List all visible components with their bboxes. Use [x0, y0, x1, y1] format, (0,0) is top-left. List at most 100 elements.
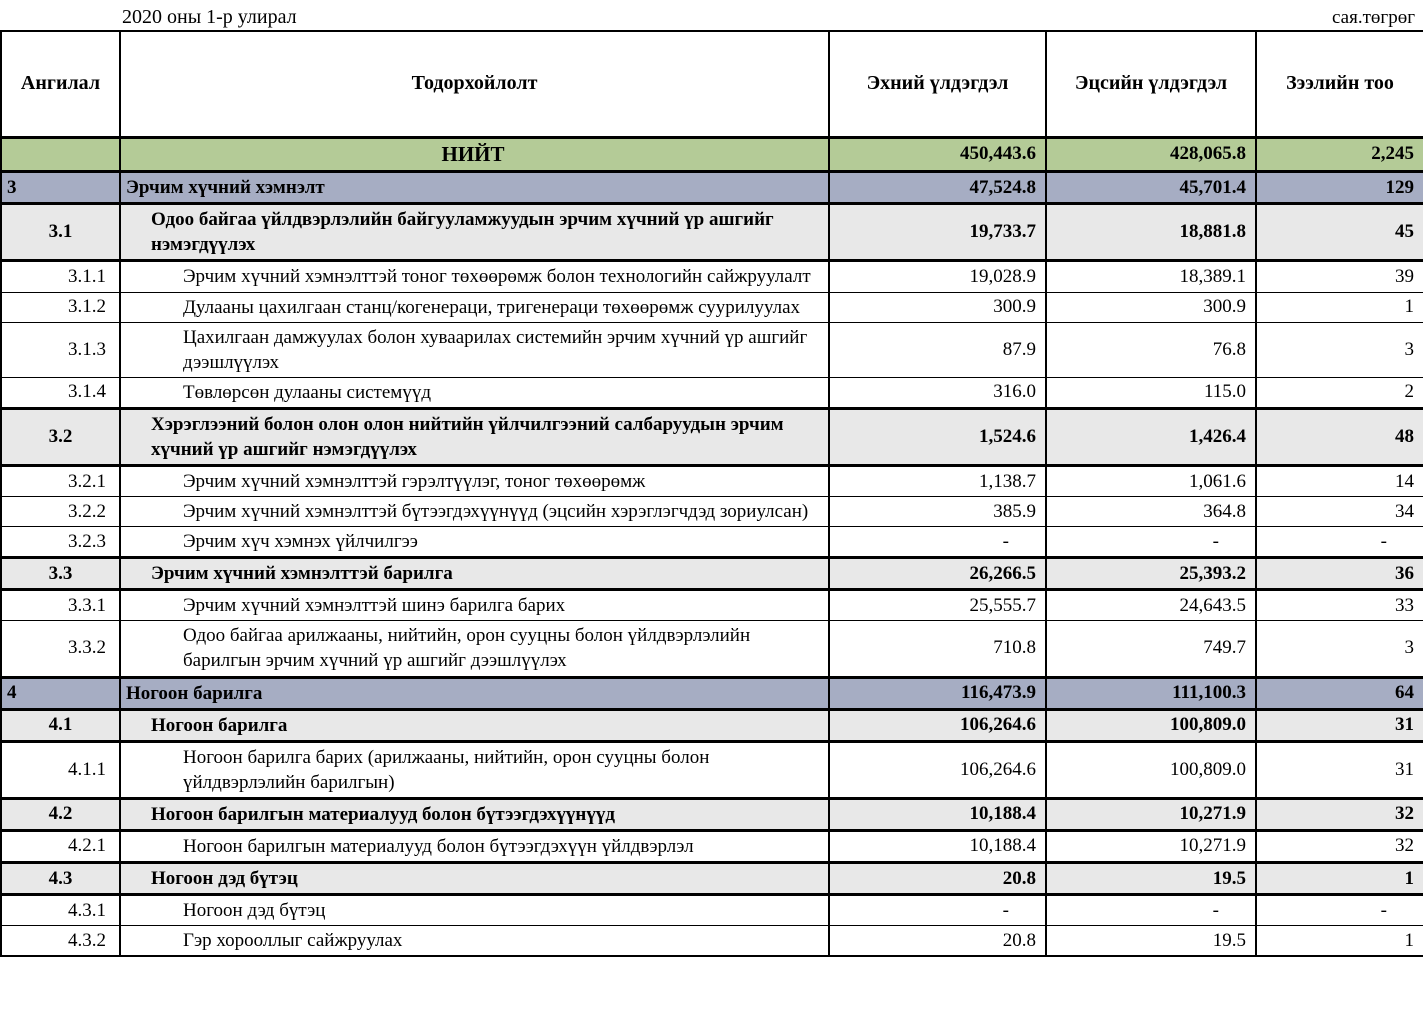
table-row: 4.2 Ногоон барилгын материалууд болон бүт…	[0, 796, 1423, 832]
loan-count-value: 14	[1255, 464, 1423, 498]
table-header: Ангилал Тодорхойлолт Эхний үлдэгдэл Эцси…	[0, 30, 1423, 138]
header-code: Ангилал	[0, 30, 121, 138]
beginning-balance-value: 106,264.6	[828, 707, 1047, 743]
row-code: 3.1.2	[0, 291, 121, 323]
header-ending-balance: Эцсийн үлдэгдэл	[1045, 30, 1257, 138]
row-description: Эрчим хүчний хэмнэлттэй тоног төхөөрөмж …	[119, 260, 830, 293]
table-row: 4.1 Ногоон барилга 106,264.6 100,809.0 31	[0, 707, 1423, 743]
table-row: 3.1.1 Эрчим хүчний хэмнэлттэй тоног төхөө…	[0, 260, 1423, 293]
row-description: Эрчим хүч хэмнэх үйлчилгээ	[119, 526, 830, 559]
beginning-balance-value: 385.9	[828, 496, 1047, 528]
row-code: 4.3.1	[0, 894, 121, 927]
loan-count-value: 32	[1255, 829, 1423, 864]
table-row: 3.2.1 Эрчим хүчний хэмнэлттэй гэрэлтүүлэг…	[0, 464, 1423, 498]
beginning-balance-value: 300.9	[828, 291, 1047, 323]
row-description: Одоо байгаа үйлдвэрлэлийн байгууламжууды…	[119, 202, 830, 263]
ending-balance-value: 10,271.9	[1045, 829, 1257, 864]
beginning-balance-value: 1,524.6	[828, 406, 1047, 468]
table-row: 3.2.3 Эрчим хүч хэмнэх үйлчилгээ - - -	[0, 526, 1423, 559]
row-code: 4.3	[0, 861, 121, 897]
ending-balance-value: -	[1045, 526, 1257, 559]
table-row: 3.1.2 Дулааны цахилгаан станц/когенераци,…	[0, 291, 1423, 323]
row-code: 3.2.3	[0, 526, 121, 559]
table-row: 4 Ногоон барилга 116,473.9 111,100.3 64	[0, 675, 1423, 711]
ending-balance-value: 111,100.3	[1045, 675, 1257, 711]
row-code: 3.3.2	[0, 620, 121, 678]
header-beginning-balance: Эхний үлдэгдэл	[828, 30, 1047, 138]
ending-balance-value: 25,393.2	[1045, 556, 1257, 592]
row-code: 3.2.1	[0, 464, 121, 498]
beginning-balance-value: 450,443.6	[828, 135, 1047, 174]
row-code	[0, 135, 121, 174]
loan-count-value: 3	[1255, 620, 1423, 678]
loan-count-value: 1	[1255, 925, 1423, 957]
row-description: Ногоон барилгын материалууд болон бүтээг…	[119, 829, 830, 864]
loan-count-value: 64	[1255, 675, 1423, 711]
ending-balance-value: 1,061.6	[1045, 464, 1257, 498]
table-row: 4.3 Ногоон дэд бүтэц 20.8 19.5 1	[0, 861, 1423, 897]
ending-balance-value: 45,701.4	[1045, 170, 1257, 206]
row-code: 4	[0, 675, 121, 711]
header-row: Ангилал Тодорхойлолт Эхний үлдэгдэл Эцси…	[0, 30, 1423, 138]
table-row: 3.2 Хэрэглээний болон олон олон нийтийн ү…	[0, 406, 1423, 468]
row-code: 3.2	[0, 406, 121, 468]
table-row: НИЙТ 450,443.6 428,065.8 2,245	[0, 135, 1423, 174]
ending-balance-value: 76.8	[1045, 321, 1257, 378]
beginning-balance-value: 20.8	[828, 861, 1047, 897]
row-code: 3.1	[0, 202, 121, 263]
beginning-balance-value: 1,138.7	[828, 464, 1047, 498]
beginning-balance-value: 87.9	[828, 321, 1047, 378]
table-body: НИЙТ 450,443.6 428,065.8 2,245 3 Эрчим хүчний…	[0, 135, 1423, 957]
ending-balance-value: 100,809.0	[1045, 740, 1257, 799]
row-description: НИЙТ	[119, 135, 830, 174]
row-code: 3.1.4	[0, 376, 121, 409]
row-code: 3.1.1	[0, 260, 121, 293]
report-period-title: 2020 оны 1-р улирал	[122, 6, 297, 28]
ending-balance-value: 19.5	[1045, 925, 1257, 957]
ending-balance-value: 18,881.8	[1045, 202, 1257, 263]
row-description: Төвлөрсөн дулааны системүүд	[119, 376, 830, 409]
loan-count-value: 129	[1255, 170, 1423, 206]
row-description: Дулааны цахилгаан станц/когенераци, триг…	[119, 291, 830, 323]
ending-balance-value: 749.7	[1045, 620, 1257, 678]
header-description: Тодорхойлолт	[119, 30, 830, 138]
ending-balance-value: 115.0	[1045, 376, 1257, 409]
row-description: Цахилгаан дамжуулах болон хуваарилах сис…	[119, 321, 830, 378]
loan-count-value: 31	[1255, 740, 1423, 799]
loan-count-value: 36	[1255, 556, 1423, 592]
row-code: 3.3	[0, 556, 121, 592]
unit-label: сая.төгрөг	[1332, 7, 1415, 28]
row-code: 3.1.3	[0, 321, 121, 378]
table-row: 3.1.4 Төвлөрсөн дулааны системүүд 316.0 115…	[0, 376, 1423, 409]
ending-balance-value: 100,809.0	[1045, 707, 1257, 743]
beginning-balance-value: 316.0	[828, 376, 1047, 409]
row-description: Ногоон барилга барих (арилжааны, нийтийн…	[119, 740, 830, 799]
table-row: 4.1.1 Ногоон барилга барих (арилжааны, ни…	[0, 740, 1423, 799]
row-description: Эрчим хүчний хэмнэлттэй бүтээгдэхүүнүүд …	[119, 496, 830, 528]
row-code: 4.2.1	[0, 829, 121, 864]
ending-balance-value: 364.8	[1045, 496, 1257, 528]
loan-count-value: 39	[1255, 260, 1423, 293]
row-description: Ногоон дэд бүтэц	[119, 861, 830, 897]
table-row: 3.2.2 Эрчим хүчний хэмнэлттэй бүтээгдэхүү…	[0, 496, 1423, 528]
row-description: Одоо байгаа арилжааны, нийтийн, орон суу…	[119, 620, 830, 678]
table-row: 4.3.2 Гэр хорооллыг сайжруулах 20.8 19.5 1	[0, 925, 1423, 957]
loan-count-value: 1	[1255, 861, 1423, 897]
loan-count-value: 31	[1255, 707, 1423, 743]
beginning-balance-value: 47,524.8	[828, 170, 1047, 206]
beginning-balance-value: 10,188.4	[828, 829, 1047, 864]
report-table: Ангилал Тодорхойлолт Эхний үлдэгдэл Эцси…	[0, 30, 1423, 958]
ending-balance-value: -	[1045, 894, 1257, 927]
ending-balance-value: 24,643.5	[1045, 589, 1257, 622]
beginning-balance-value: 20.8	[828, 925, 1047, 957]
row-code: 3	[0, 170, 121, 206]
loan-count-value: 45	[1255, 202, 1423, 263]
row-code: 4.1.1	[0, 740, 121, 799]
table-row: 4.3.1 Ногоон дэд бүтэц - - -	[0, 894, 1423, 927]
table-row: 3.3.1 Эрчим хүчний хэмнэлттэй шинэ барилг…	[0, 589, 1423, 622]
row-description: Эрчим хүчний хэмнэлт	[119, 170, 830, 206]
row-description: Ногоон барилга	[119, 707, 830, 743]
loan-count-value: -	[1255, 526, 1423, 559]
loan-count-value: 2	[1255, 376, 1423, 409]
row-code: 4.2	[0, 796, 121, 832]
